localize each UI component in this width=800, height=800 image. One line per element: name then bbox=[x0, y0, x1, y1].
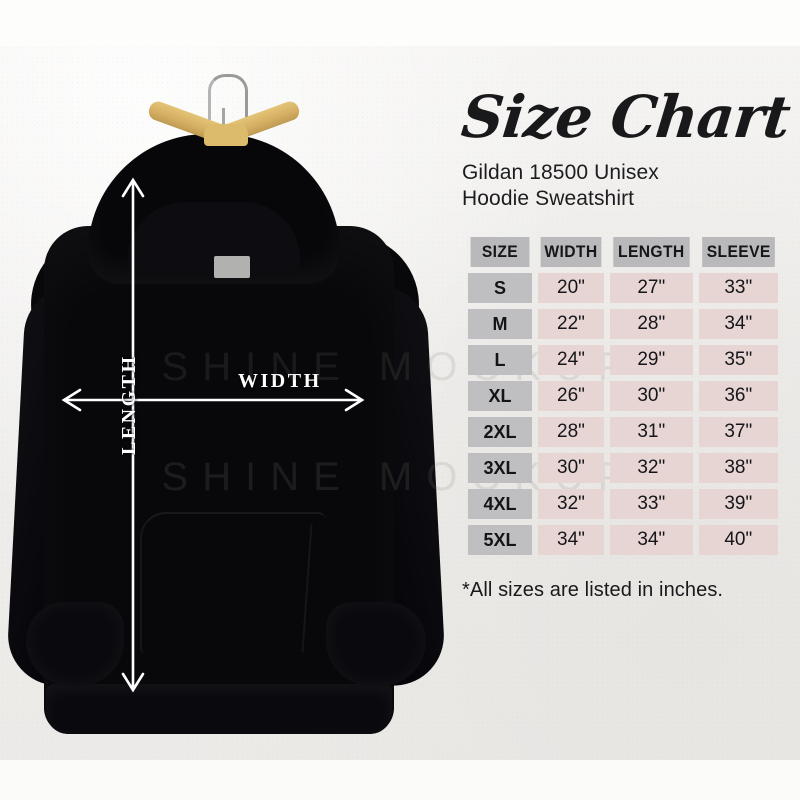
column-header-sleeve: SLEEVE bbox=[701, 237, 775, 268]
cell-width: 34" bbox=[538, 525, 604, 556]
cell-size: S bbox=[468, 273, 532, 304]
ribbed-hem bbox=[46, 684, 392, 734]
cell-width: 24" bbox=[538, 345, 604, 376]
table-row: 2XL 28" 31" 37" bbox=[468, 417, 778, 448]
table-row: S 20" 27" 33" bbox=[468, 273, 778, 304]
cell-sleeve: 40" bbox=[698, 525, 778, 556]
cell-length: 27" bbox=[609, 273, 693, 304]
cell-width: 30" bbox=[538, 453, 604, 484]
table-head: SIZE WIDTH LENGTH SLEEVE bbox=[468, 237, 778, 268]
table-row: L 24" 29" 35" bbox=[468, 345, 778, 376]
page-title: Size Chart bbox=[458, 83, 793, 151]
table-row: 5XL 34" 34" 40" bbox=[468, 525, 778, 556]
table-row: XL 26" 30" 36" bbox=[468, 381, 778, 412]
table-body: S 20" 27" 33" M 22" 28" 34" L 24" 29" 35… bbox=[468, 273, 778, 556]
cell-size: XL bbox=[468, 381, 532, 412]
hanger-peak bbox=[204, 124, 248, 146]
cell-sleeve: 36" bbox=[698, 381, 778, 412]
wooden-hanger bbox=[146, 99, 302, 186]
hanger-hook-icon bbox=[208, 74, 248, 124]
cell-size: 2XL bbox=[468, 417, 532, 448]
cell-size: 4XL bbox=[468, 489, 532, 520]
column-header-length: LENGTH bbox=[613, 237, 690, 268]
table-row: 4XL 32" 33" 39" bbox=[468, 489, 778, 520]
cell-width: 32" bbox=[538, 489, 604, 520]
cuff-right bbox=[326, 602, 426, 686]
table-row: M 22" 28" 34" bbox=[468, 309, 778, 340]
cell-size: 5XL bbox=[468, 525, 532, 556]
cuff-left bbox=[26, 602, 124, 686]
cell-length: 33" bbox=[609, 489, 693, 520]
column-header-size: SIZE bbox=[470, 237, 530, 268]
size-table: SIZE WIDTH LENGTH SLEEVE S 20" 27" 33" M… bbox=[462, 231, 784, 561]
cell-sleeve: 37" bbox=[698, 417, 778, 448]
cell-length: 31" bbox=[609, 417, 693, 448]
cell-sleeve: 33" bbox=[698, 273, 778, 304]
cell-size: M bbox=[468, 309, 532, 340]
product-subtitle: Gildan 18500 Unisex Hoodie Sweatshirt bbox=[452, 160, 800, 211]
size-chart-panel: Size Chart Gildan 18500 Unisex Hoodie Sw… bbox=[452, 60, 800, 760]
kangaroo-pocket bbox=[140, 512, 326, 654]
table-row: 3XL 30" 32" 38" bbox=[468, 453, 778, 484]
bottom-band bbox=[0, 760, 800, 800]
cell-width: 22" bbox=[538, 309, 604, 340]
cell-length: 28" bbox=[609, 309, 693, 340]
subtitle-line-1: Gildan 18500 Unisex bbox=[462, 161, 659, 184]
hoodie-photo bbox=[0, 46, 452, 760]
cell-sleeve: 39" bbox=[698, 489, 778, 520]
cell-length: 32" bbox=[609, 453, 693, 484]
top-band bbox=[0, 0, 800, 46]
cell-length: 30" bbox=[609, 381, 693, 412]
cell-sleeve: 35" bbox=[698, 345, 778, 376]
cell-sleeve: 38" bbox=[698, 453, 778, 484]
cell-size: 3XL bbox=[468, 453, 532, 484]
black-hoodie bbox=[5, 106, 447, 746]
cell-width: 28" bbox=[538, 417, 604, 448]
hanger-hook-stem bbox=[222, 108, 225, 130]
cell-width: 26" bbox=[538, 381, 604, 412]
footnote-text: *All sizes are listed in inches. bbox=[462, 579, 724, 602]
table-header-row: SIZE WIDTH LENGTH SLEEVE bbox=[468, 237, 778, 268]
cell-length: 29" bbox=[609, 345, 693, 376]
cell-width: 20" bbox=[538, 273, 604, 304]
cell-length: 34" bbox=[609, 525, 693, 556]
cell-size: L bbox=[468, 345, 532, 376]
neck-label-tag bbox=[214, 256, 250, 278]
column-header-width: WIDTH bbox=[540, 237, 602, 268]
subtitle-line-2: Hoodie Sweatshirt bbox=[462, 186, 635, 210]
cell-sleeve: 34" bbox=[698, 309, 778, 340]
